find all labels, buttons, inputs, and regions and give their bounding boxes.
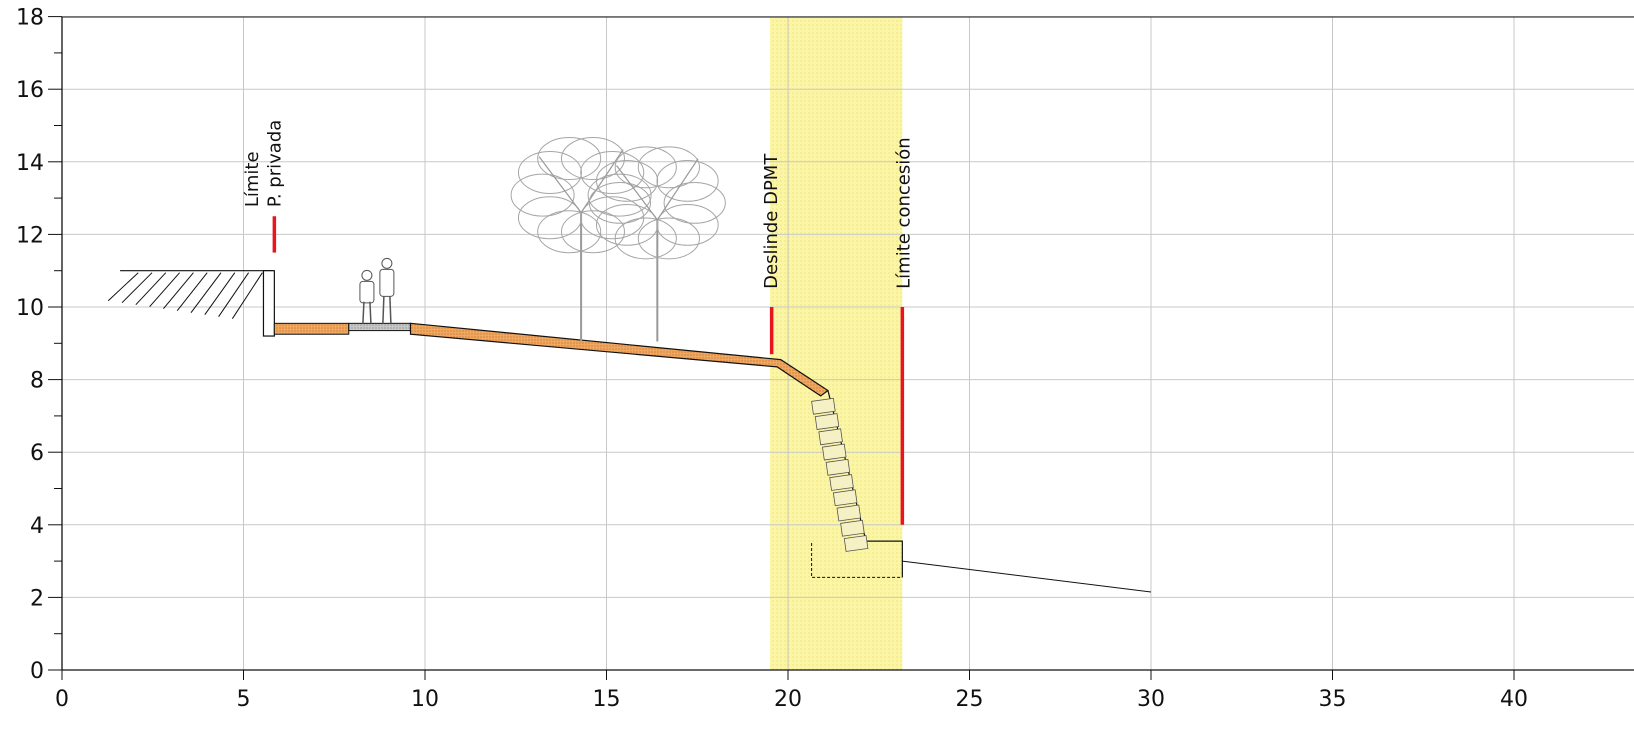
axes: [48, 16, 1634, 680]
tree-foliage: [656, 159, 719, 202]
tree-icon: [588, 146, 726, 342]
tree-branch: [538, 156, 582, 213]
y-axis-tick-labels: 0 2 4 6 8 10 12 14 16 18: [16, 6, 44, 684]
seawall-block: [832, 489, 858, 507]
hatch-line: [204, 272, 236, 315]
pedestrian: [359, 269, 375, 324]
pedestrian-head: [361, 269, 373, 281]
seawall-block: [840, 519, 865, 537]
tree-foliage: [595, 159, 659, 202]
seawall-block: [822, 443, 847, 461]
pedestrian-leg: [382, 296, 385, 324]
limite-concesion-label: Límite concesión: [894, 137, 915, 289]
tree-foliage: [580, 196, 645, 240]
hatch-line: [135, 272, 167, 306]
limite-privada-label-line2: P. privada: [265, 120, 286, 207]
terrain-profile: [107, 270, 1152, 593]
x-tick-label: 20: [774, 687, 802, 712]
seabed-line: [902, 560, 1152, 593]
tree-foliage: [614, 217, 677, 260]
x-tick-label: 10: [411, 687, 439, 712]
x-tick-label: 15: [593, 687, 621, 712]
tree-foliage: [595, 203, 659, 246]
seawall-block: [825, 458, 851, 476]
tree-foliage: [517, 150, 582, 194]
concession-band: [769, 17, 903, 670]
y-tick-label: 4: [30, 514, 44, 539]
hatch-line: [231, 272, 263, 319]
y-tick-label: 6: [30, 441, 44, 466]
x-tick-label: 0: [55, 687, 69, 712]
x-tick-label: 30: [1137, 687, 1165, 712]
pavement-segment: [273, 322, 350, 335]
seawall-block: [836, 504, 862, 522]
seawall-block: [811, 397, 836, 415]
tree-foliage: [560, 210, 625, 254]
tree-foliage: [517, 196, 582, 240]
pedestrian-body: [359, 280, 375, 304]
x-axis-tick-labels: 0 5 10 15 20 25 30 35 40: [55, 687, 1528, 712]
hatch-line: [176, 272, 208, 312]
hatch-line: [149, 272, 180, 308]
tree-foliage: [560, 137, 625, 181]
sloped-path: [409, 322, 829, 397]
tree-foliage: [537, 137, 602, 181]
tree-foliage: [510, 173, 575, 217]
pedestrian: [379, 257, 395, 324]
tree-foliage: [588, 181, 652, 224]
tree-branch: [616, 165, 658, 221]
y-tick-label: 0: [30, 659, 44, 684]
tree-foliage: [587, 173, 652, 217]
seawall-block: [829, 474, 854, 491]
y-tick-label: 12: [16, 223, 44, 248]
pedestrian-leg: [369, 301, 372, 324]
tree-foliage: [656, 203, 719, 246]
tree-foliage: [537, 210, 602, 254]
paving-segment: [348, 322, 411, 332]
x-tick-label: 5: [237, 687, 251, 712]
pedestrian-leg: [389, 296, 392, 324]
tree-branch: [580, 149, 624, 213]
pedestrian-body: [379, 268, 395, 297]
y-tick-label: 16: [16, 78, 44, 103]
hatch-line: [121, 272, 153, 304]
x-tick-label: 40: [1500, 687, 1528, 712]
y-tick-label: 10: [16, 296, 44, 321]
tree-icon: [510, 137, 726, 342]
y-tick-label: 2: [30, 586, 44, 611]
tree-foliage: [663, 181, 726, 224]
hatch-line: [190, 272, 222, 314]
deslinde-dpmt-label: Deslinde DPMT: [761, 153, 782, 289]
hatch-line: [218, 272, 249, 317]
pedestrian-leg: [362, 301, 365, 324]
tree-foliage: [637, 217, 700, 260]
retaining-wall: [262, 270, 275, 337]
tree-foliage: [580, 150, 645, 194]
y-tick-label: 8: [30, 369, 44, 394]
foundation-outline: [811, 542, 903, 578]
hatch-line: [163, 272, 194, 310]
x-tick-label: 25: [956, 687, 984, 712]
tree-icon: [510, 137, 652, 342]
pedestrians-icon: [359, 257, 395, 324]
pedestrian-head: [381, 257, 393, 269]
tree-foliage: [637, 146, 700, 189]
seawall-block: [818, 428, 843, 446]
x-tick-label: 35: [1319, 687, 1347, 712]
tree-foliage: [614, 146, 677, 189]
seawall-block: [843, 535, 869, 552]
tree-branch: [656, 158, 699, 221]
seawall-block: [814, 413, 840, 430]
hatch-line: [107, 272, 139, 302]
y-tick-label: 18: [16, 6, 44, 31]
limite-privada-label-line1: Límite: [242, 151, 263, 207]
y-tick-label: 14: [16, 151, 44, 176]
